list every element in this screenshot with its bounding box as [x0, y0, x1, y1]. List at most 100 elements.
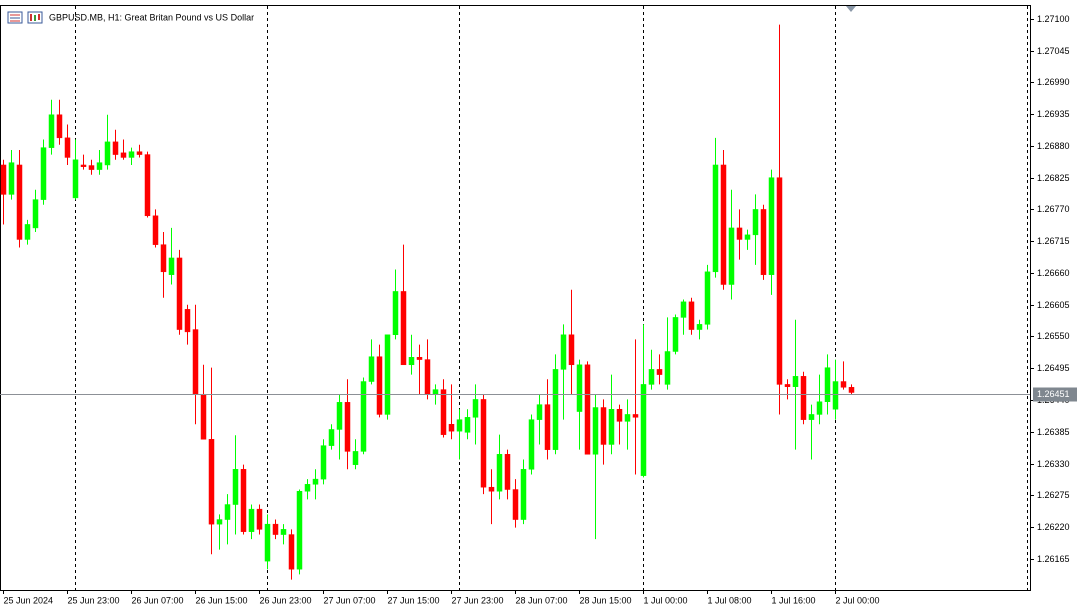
y-tick-label: 1.26660 [1037, 268, 1070, 278]
shift-marker [846, 6, 856, 12]
candle-body [600, 407, 607, 445]
candle-body [312, 478, 319, 485]
candle-body [64, 137, 71, 158]
candle-body [40, 147, 47, 200]
candle-body [0, 164, 7, 195]
candle-body [520, 469, 527, 520]
candle-body [96, 162, 103, 170]
candle-body [504, 454, 511, 490]
y-tick-label: 1.27100 [1037, 14, 1070, 24]
candle-body [32, 199, 39, 229]
candle-body [56, 114, 63, 139]
candle-body [216, 519, 223, 525]
candle-body [696, 324, 703, 330]
candle-body [80, 164, 87, 167]
candle-body [736, 227, 743, 240]
candle-body [248, 508, 255, 532]
candle-body [784, 384, 791, 387]
candle-body [168, 257, 175, 275]
y-tick-label: 1.26990 [1037, 77, 1070, 87]
x-tick-label: 25 Jun 2024 [4, 595, 54, 605]
candle-body [728, 227, 735, 285]
y-tick-label: 1.26275 [1037, 490, 1070, 500]
candle-body [528, 419, 535, 470]
candle-body [704, 271, 711, 325]
candle-body [800, 376, 807, 420]
x-tick-label: 25 Jun 23:00 [68, 595, 120, 605]
candle-body [552, 369, 559, 450]
candle-body [776, 177, 783, 385]
candle-body [328, 429, 335, 446]
candle-body [568, 334, 575, 366]
candle-body [128, 151, 135, 158]
candle-body [408, 357, 415, 366]
x-tick-label: 2 Jul 00:00 [836, 595, 880, 605]
candle-body [648, 369, 655, 385]
candle-body [352, 451, 359, 465]
y-tick-label: 1.26605 [1037, 300, 1070, 310]
y-tick-label: 1.27045 [1037, 46, 1070, 56]
candle-body [456, 419, 463, 432]
candle-body [544, 404, 551, 450]
candle-body [832, 381, 839, 410]
candle-body [824, 367, 831, 402]
candle-body [848, 387, 855, 393]
candle-body [768, 177, 775, 275]
candle-body [256, 508, 263, 530]
candle-body [112, 141, 119, 155]
candle-body [336, 402, 343, 430]
y-tick-label: 1.26825 [1037, 173, 1070, 183]
candle-body [536, 404, 543, 420]
candle-body [184, 309, 191, 333]
y-tick-label: 1.26770 [1037, 204, 1070, 214]
candle-body [752, 209, 759, 236]
candle-body [608, 408, 615, 445]
candle-body [624, 414, 631, 422]
x-tick-label: 1 Jul 08:00 [708, 595, 752, 605]
candle-body [160, 244, 167, 273]
candle-body [104, 141, 111, 166]
y-tick-label: 1.26385 [1037, 427, 1070, 437]
candle-body [512, 489, 519, 520]
x-tick-label: 26 Jun 15:00 [196, 595, 248, 605]
candle-body [320, 445, 327, 480]
x-tick-label: 28 Jun 07:00 [516, 595, 568, 605]
candle-body [176, 257, 183, 330]
candle-body [632, 414, 639, 418]
candle-body [376, 356, 383, 415]
price-label: 1.26451 [1037, 389, 1070, 399]
candle-body [360, 381, 367, 452]
x-tick-label: 26 Jun 07:00 [132, 595, 184, 605]
candle-body [152, 215, 159, 245]
candle-body [592, 407, 599, 455]
y-tick-label: 1.26330 [1037, 459, 1070, 469]
x-tick-label: 1 Jul 16:00 [772, 595, 816, 605]
x-tick-label: 27 Jun 23:00 [452, 595, 504, 605]
y-tick-label: 1.26935 [1037, 109, 1070, 119]
candle-body [496, 454, 503, 492]
candle-body [656, 369, 663, 375]
candle-body [840, 381, 847, 388]
candle-body [72, 159, 79, 199]
candle-body [144, 154, 151, 217]
candle-body [440, 389, 447, 435]
candle-body [416, 357, 423, 360]
y-tick-label: 1.26165 [1037, 554, 1070, 564]
candle-body [576, 364, 583, 412]
candle-body [264, 523, 271, 562]
y-tick-label: 1.26880 [1037, 141, 1070, 151]
y-tick-label: 1.26220 [1037, 522, 1070, 532]
candle-body [232, 469, 239, 505]
candle-body [720, 164, 727, 285]
candle-body [672, 317, 679, 352]
candle-body [560, 334, 567, 370]
candle-body [464, 417, 471, 433]
candle-body [488, 486, 495, 492]
candle-body [200, 393, 207, 440]
candle-body [616, 408, 623, 422]
candle-body [136, 151, 143, 155]
candle-body [400, 291, 407, 366]
candle-body [208, 439, 215, 525]
candle-body [304, 484, 311, 492]
